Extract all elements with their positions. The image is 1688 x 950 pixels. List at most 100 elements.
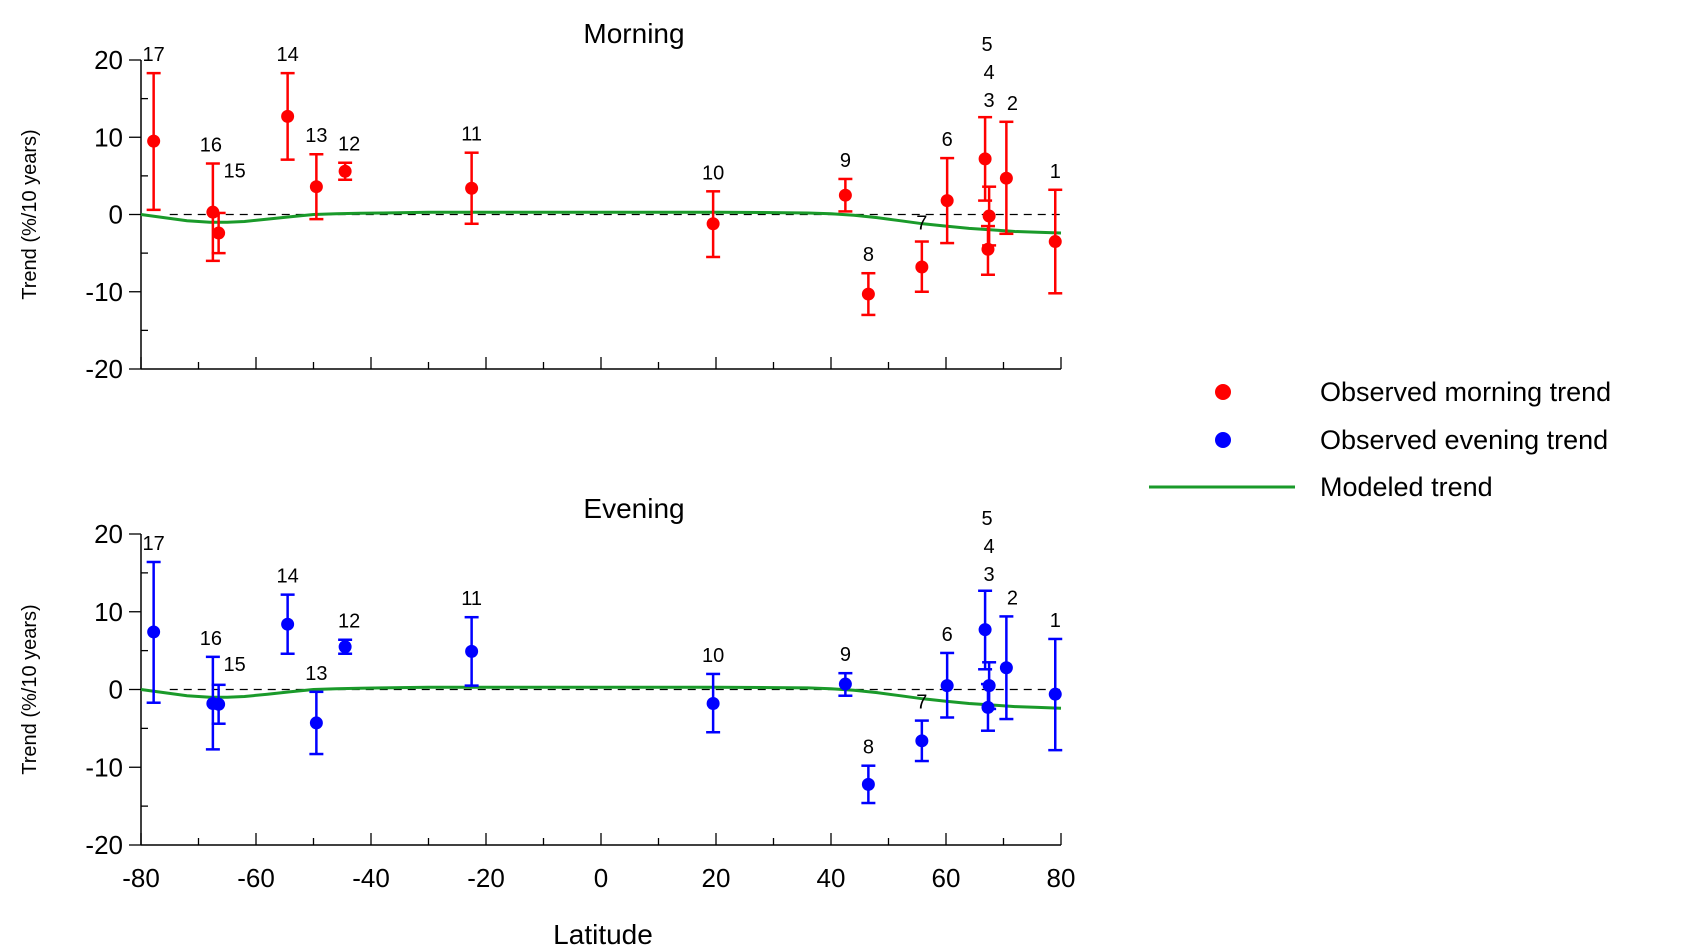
station-label: 13	[305, 125, 327, 147]
station-label: 14	[277, 566, 299, 588]
data-point	[281, 109, 295, 123]
data-point	[982, 209, 996, 223]
station-label: 13	[305, 663, 327, 685]
station-label: 3	[984, 90, 995, 112]
data-point	[338, 640, 352, 654]
station-label: 2	[1007, 587, 1018, 609]
station-6	[940, 651, 955, 719]
x-tick-label: 80	[1047, 863, 1076, 893]
station-4	[980, 682, 995, 732]
legend-entry: Modeled trend	[1149, 472, 1493, 502]
data-point	[147, 625, 161, 639]
station-label: 4	[984, 536, 995, 558]
station-label: 10	[702, 162, 724, 184]
data-point	[1048, 235, 1062, 249]
station-13	[309, 152, 324, 221]
legend-entry: Observed evening trend	[1215, 425, 1608, 455]
data-point	[940, 194, 954, 208]
y-tick-label: -20	[85, 354, 123, 384]
station-10	[706, 672, 721, 734]
x-tick-label: 20	[702, 863, 731, 893]
station-11	[464, 151, 479, 226]
data-point	[981, 700, 995, 714]
data-point	[838, 677, 852, 691]
data-point	[706, 696, 720, 710]
station-8	[861, 764, 876, 805]
y-tick-label: 10	[94, 597, 123, 627]
legend-label: Observed evening trend	[1320, 425, 1608, 455]
panel-title: Morning	[583, 18, 684, 49]
station-label: 17	[143, 533, 165, 555]
station-label: 9	[840, 644, 851, 666]
station-label: 7	[916, 692, 927, 714]
station-9	[838, 177, 853, 213]
station-6	[940, 156, 955, 245]
station-label: 16	[200, 135, 222, 157]
y-tick-label: -10	[85, 752, 123, 782]
station-label: 2	[1007, 93, 1018, 115]
data-point	[981, 242, 995, 256]
station-label: 17	[143, 44, 165, 66]
legend-label: Modeled trend	[1320, 472, 1493, 502]
data-point	[978, 623, 992, 637]
station-label: 6	[942, 129, 953, 151]
station-10	[706, 190, 721, 259]
y-axis-label: Trend (%/10 years)	[19, 604, 41, 774]
station-5	[978, 589, 993, 671]
data-point	[281, 617, 295, 631]
station-label: 4	[984, 62, 995, 84]
station-label: 5	[982, 34, 993, 56]
x-tick-label: 60	[932, 863, 961, 893]
station-label: 9	[840, 150, 851, 172]
x-tick-label: 0	[594, 863, 608, 893]
x-tick-label: 40	[817, 863, 846, 893]
x-tick-label: -80	[122, 863, 160, 893]
station-8	[861, 271, 876, 317]
data-point	[861, 777, 875, 791]
y-tick-label: 0	[109, 675, 123, 705]
data-point	[1048, 687, 1062, 701]
data-point	[338, 164, 352, 178]
station-label: 11	[461, 588, 482, 610]
data-point	[915, 734, 929, 748]
data-point	[309, 716, 323, 730]
station-16	[205, 162, 220, 263]
station-17	[146, 560, 161, 704]
station-label: 16	[200, 628, 222, 650]
y-tick-label: -20	[85, 830, 123, 860]
station-label: 15	[224, 161, 246, 183]
station-label: 5	[982, 508, 993, 530]
data-point	[838, 188, 852, 202]
station-16	[205, 655, 220, 751]
station-label: 8	[863, 737, 874, 759]
station-11	[464, 615, 479, 687]
data-point	[999, 171, 1013, 185]
station-7	[914, 719, 929, 763]
station-label: 7	[916, 213, 927, 235]
x-tick-label: -40	[352, 863, 390, 893]
station-label: 15	[224, 654, 246, 676]
station-14	[280, 593, 295, 655]
station-2	[999, 120, 1014, 236]
station-label: 12	[338, 134, 360, 156]
station-12	[338, 638, 353, 655]
data-point	[940, 679, 954, 693]
data-point	[861, 287, 875, 301]
y-tick-label: 10	[94, 122, 123, 152]
station-label: 6	[942, 624, 953, 646]
station-5	[978, 115, 993, 202]
data-point	[206, 696, 220, 710]
legend: Observed morning trend Observed evening t…	[1149, 377, 1611, 502]
station-label: 11	[461, 124, 482, 146]
data-point	[206, 205, 220, 219]
y-tick-label: 0	[109, 200, 123, 230]
legend-label: Observed morning trend	[1320, 377, 1611, 407]
data-point	[915, 260, 929, 274]
y-tick-label: 20	[94, 45, 123, 75]
panel-title: Evening	[583, 493, 684, 524]
data-point	[212, 226, 226, 240]
station-label: 8	[863, 244, 874, 266]
